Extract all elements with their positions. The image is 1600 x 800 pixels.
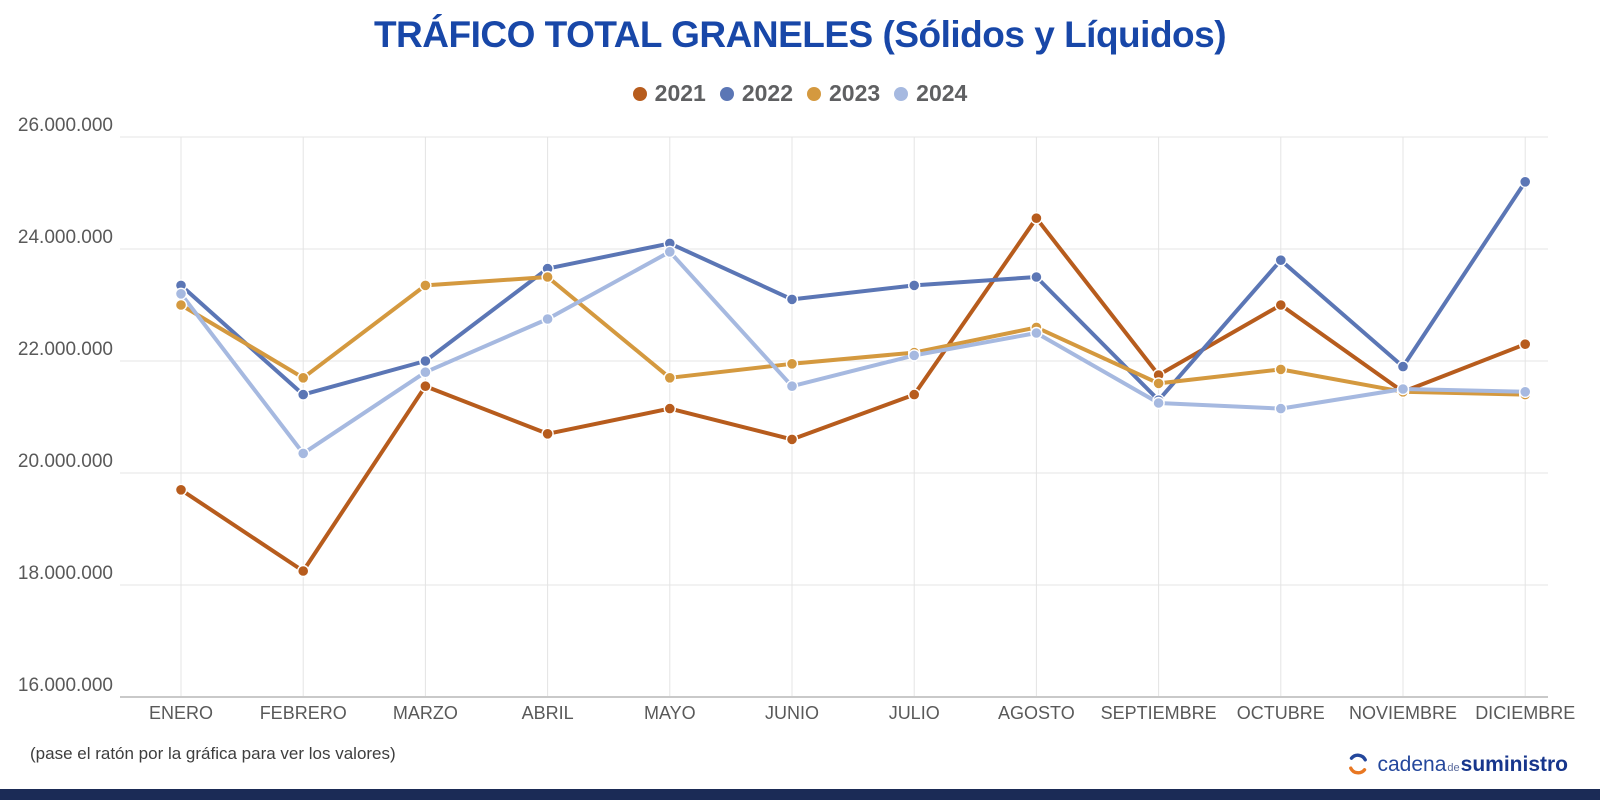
- y-axis-label-24000000: 24.000.000: [18, 227, 113, 248]
- data-point-2024-MAYO[interactable]: [663, 245, 676, 259]
- legend-dot-2022: [719, 86, 734, 101]
- data-point-2024-JULIO[interactable]: [908, 349, 921, 362]
- y-axis-label-18000000: 18.000.000: [18, 563, 113, 584]
- data-point-2024-DICIEMBRE[interactable]: [1518, 385, 1532, 398]
- legend-label-2024: 2024: [916, 80, 968, 106]
- x-axis-label-DICIEMBRE: DICIEMBRE: [1475, 703, 1575, 723]
- data-point-2023-FEBRERO[interactable]: [297, 371, 310, 384]
- data-point-2021-MARZO[interactable]: [419, 380, 432, 393]
- y-axis-label-26000000: 26.000.000: [18, 115, 113, 136]
- data-point-2023-MAYO[interactable]: [663, 371, 676, 384]
- data-point-2021-JUNIO[interactable]: [785, 433, 799, 446]
- data-point-2023-MARZO[interactable]: [419, 279, 432, 292]
- data-point-2022-NOVIEMBRE[interactable]: [1396, 360, 1410, 373]
- x-axis-label-FEBRERO: FEBRERO: [260, 703, 347, 723]
- data-point-2021-DICIEMBRE[interactable]: [1518, 338, 1532, 351]
- data-point-2024-NOVIEMBRE[interactable]: [1396, 382, 1410, 396]
- x-axis-label-JUNIO: JUNIO: [765, 703, 819, 723]
- data-point-2024-FEBRERO[interactable]: [297, 447, 310, 460]
- x-axis-label-JULIO: JULIO: [889, 703, 940, 723]
- data-point-2023-ENERO[interactable]: [174, 298, 188, 312]
- y-axis-label-20000000: 20.000.000: [18, 451, 113, 472]
- data-point-2024-AGOSTO[interactable]: [1030, 326, 1043, 340]
- x-axis-label-NOVIEMBRE: NOVIEMBRE: [1349, 703, 1457, 723]
- data-point-2021-MAYO[interactable]: [663, 402, 676, 415]
- data-point-2022-MARZO[interactable]: [419, 354, 432, 368]
- y-axis-label-22000000: 22.000.000: [18, 339, 113, 360]
- hover-hint-text: (pase el ratón por la gráfica para ver l…: [30, 744, 396, 763]
- data-point-2022-AGOSTO[interactable]: [1030, 270, 1043, 284]
- legend-label-2021: 2021: [654, 80, 706, 106]
- chart-legend: 2021 2022 2023 2024: [0, 80, 1600, 107]
- data-point-2024-SEPTIEMBRE[interactable]: [1152, 396, 1165, 410]
- legend-dot-2024: [894, 86, 909, 101]
- data-point-2022-FEBRERO[interactable]: [297, 388, 310, 401]
- data-point-2021-ENERO[interactable]: [174, 483, 188, 496]
- x-axis-label-MAYO: MAYO: [644, 703, 696, 723]
- x-axis-label-SEPTIEMBRE: SEPTIEMBRE: [1101, 703, 1217, 723]
- page-title: TRÁFICO TOTAL GRANELES (Sólidos y Líquid…: [373, 14, 1227, 55]
- legend-item-2024[interactable]: 2024: [894, 80, 967, 107]
- legend-label-2022: 2022: [741, 80, 793, 106]
- bulk-traffic-chart[interactable]: 26.000.000 24.000.000 22.000.000 20.000.000…: [0, 0, 1600, 740]
- legend-dot-2021: [632, 86, 647, 101]
- legend-item-2023[interactable]: 2023: [807, 80, 880, 107]
- data-point-2021-OCTUBRE[interactable]: [1274, 298, 1288, 312]
- x-axis-label-AGOSTO: AGOSTO: [998, 703, 1075, 723]
- data-point-2024-ABRIL[interactable]: [541, 312, 554, 326]
- data-point-2023-OCTUBRE[interactable]: [1274, 363, 1288, 376]
- data-point-2022-JUNIO[interactable]: [785, 293, 799, 306]
- data-point-2022-DICIEMBRE[interactable]: [1518, 175, 1532, 189]
- data-point-2022-JULIO[interactable]: [908, 279, 921, 292]
- data-point-2024-ENERO[interactable]: [174, 287, 188, 300]
- bottom-accent-bar: [0, 789, 1600, 800]
- data-point-2021-JULIO[interactable]: [908, 388, 921, 401]
- x-axis-label-MARZO: MARZO: [393, 703, 458, 723]
- data-point-2023-ABRIL[interactable]: [541, 270, 554, 284]
- data-point-2021-AGOSTO[interactable]: [1030, 211, 1043, 225]
- data-point-2021-FEBRERO[interactable]: [297, 564, 310, 578]
- cadena-de-suministro-logo[interactable]: cadenadesuministro: [1346, 752, 1568, 776]
- data-point-2024-JUNIO[interactable]: [785, 380, 799, 393]
- legend-label-2023: 2023: [829, 80, 881, 106]
- series-line-2021[interactable]: [179, 216, 1528, 573]
- legend-dot-2023: [807, 86, 821, 101]
- logo-text: cadenadesuministro: [1377, 754, 1568, 775]
- y-axis-label-16000000: 16.000.000: [18, 675, 113, 696]
- logo-word-de: de: [1447, 761, 1460, 774]
- legend-item-2021[interactable]: 2021: [632, 80, 706, 107]
- logo-word-suministro: suministro: [1460, 752, 1568, 776]
- data-point-2024-OCTUBRE[interactable]: [1274, 402, 1288, 415]
- legend-item-2022[interactable]: 2022: [719, 80, 793, 107]
- series-line-2022[interactable]: [179, 179, 1528, 403]
- data-point-2024-MARZO[interactable]: [419, 366, 432, 379]
- data-point-2021-ABRIL[interactable]: [541, 427, 554, 440]
- data-point-2023-JUNIO[interactable]: [785, 357, 799, 370]
- series-line-2024[interactable]: [179, 249, 1528, 456]
- logo-cycle-icon: [1349, 753, 1368, 775]
- x-axis-label-ENERO: ENERO: [149, 703, 213, 723]
- x-axis-label-ABRIL: ABRIL: [522, 703, 574, 723]
- x-axis-label-OCTUBRE: OCTUBRE: [1237, 703, 1325, 723]
- logo-word-cadena: cadena: [1377, 752, 1447, 776]
- data-point-2023-SEPTIEMBRE[interactable]: [1152, 377, 1165, 390]
- data-point-2022-OCTUBRE[interactable]: [1274, 254, 1288, 267]
- series-line-2023[interactable]: [179, 275, 1528, 397]
